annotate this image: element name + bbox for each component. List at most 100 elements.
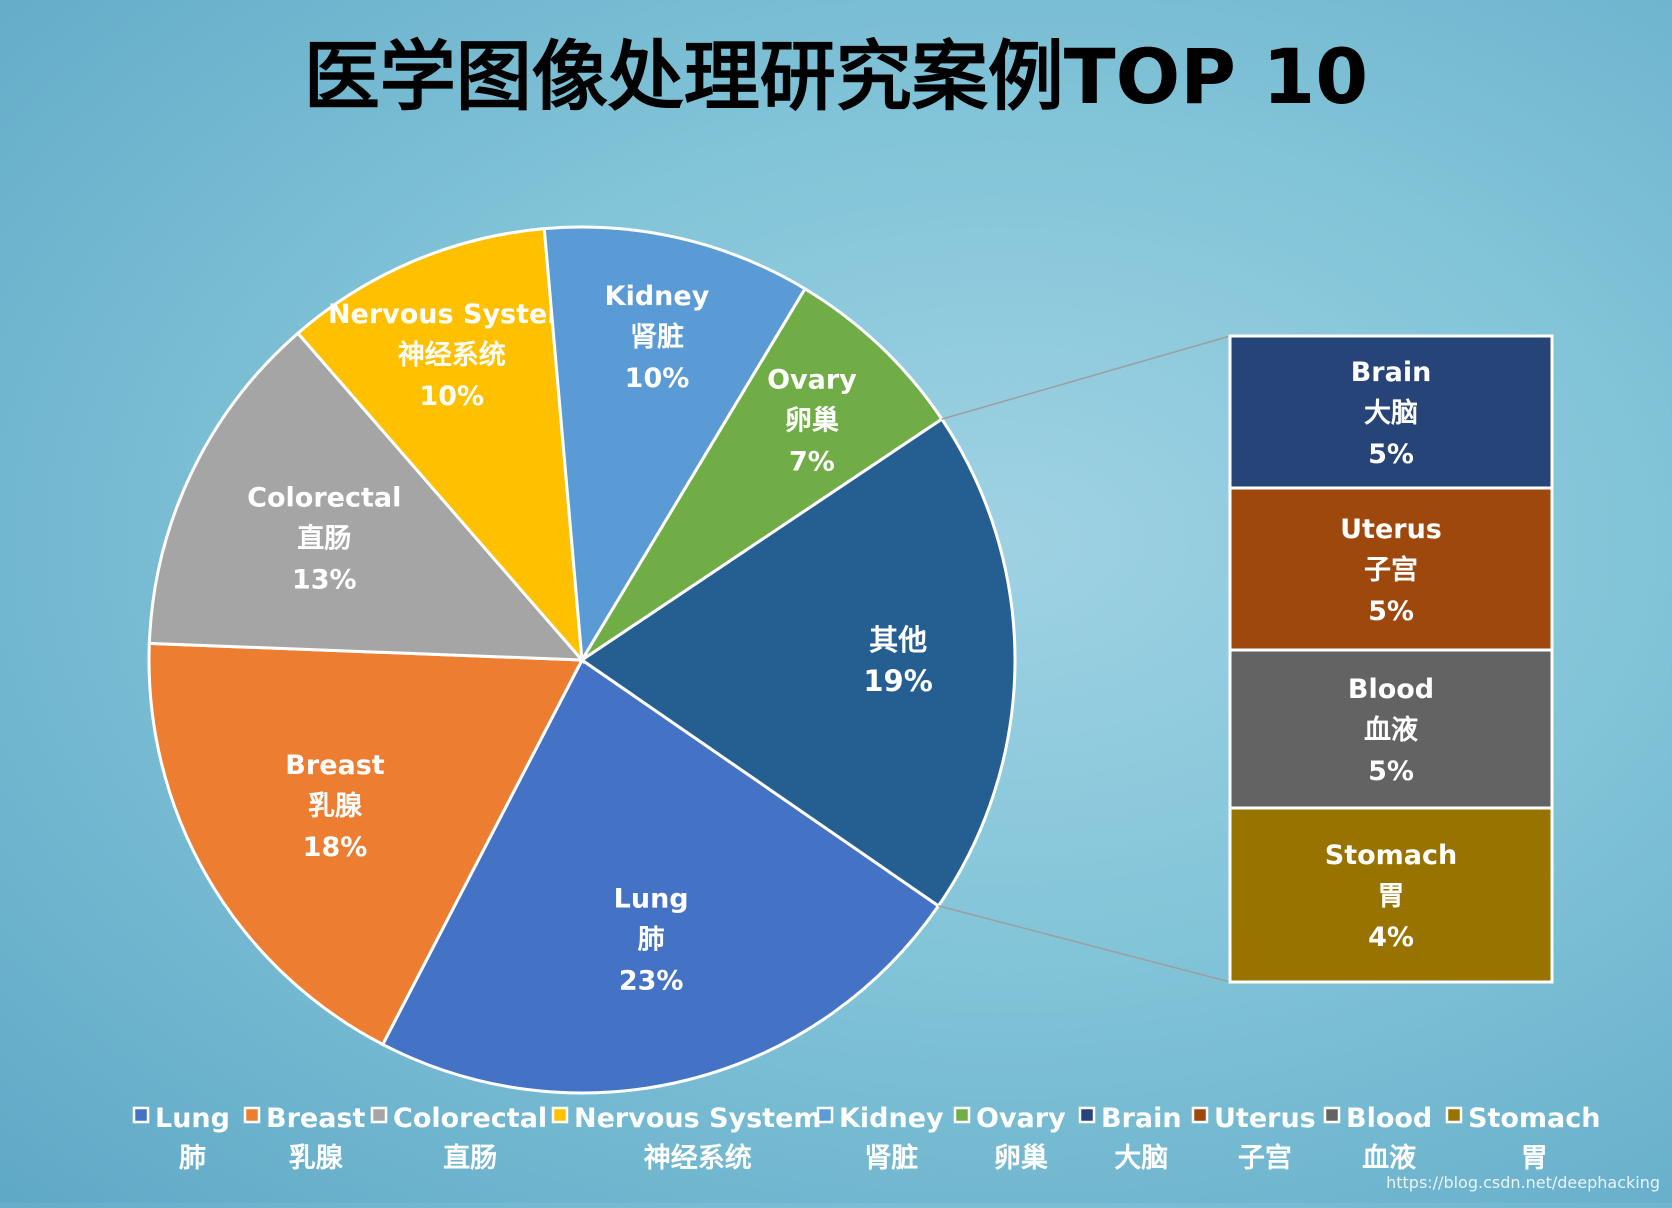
legend: Lung 肺 Breast 乳腺 Colorectal 直肠 Nervous System 神… <box>132 1103 1600 1174</box>
slice-label-ovary-line: Ovary <box>767 365 857 396</box>
bar-label-uterus-line: 子宫 <box>1364 554 1418 586</box>
legend-label-brain: Brain <box>1101 1103 1182 1134</box>
slice-label-ovary-line: 7% <box>789 447 835 478</box>
bar-label-brain-line: Brain <box>1351 357 1432 388</box>
legend-item-ovary: Ovary 卵巢 <box>953 1103 1066 1174</box>
legend-label-cn-breast: 乳腺 <box>289 1143 344 1174</box>
slice-label-nervous-system-line: 神经系统 <box>398 339 506 371</box>
legend-label-colorectal: Colorectal <box>393 1103 547 1134</box>
slice-label-nervous-system-line: Nervous System <box>328 299 576 330</box>
slice-label-lung-line: 23% <box>619 965 684 996</box>
slice-label-colorectal: Colorectal 直肠 13% <box>247 483 401 596</box>
slice-label-colorectal-line: Colorectal <box>247 483 401 514</box>
slice-label-colorectal-line: 13% <box>292 565 357 596</box>
legend-swatch-nervous-system <box>551 1106 569 1124</box>
bar-segment-stomach <box>1228 806 1554 984</box>
legend-item-kidney: Kidney 肾脏 <box>816 1103 944 1174</box>
bar-label-stomach-line: 胃 <box>1378 881 1405 912</box>
legend-label-ovary: Ovary <box>976 1103 1066 1134</box>
bar-segment-blood <box>1228 648 1554 810</box>
legend-label-cn-nervous-system: 神经系统 <box>644 1142 752 1174</box>
pie-slice-colorectal <box>147 331 586 662</box>
legend-label-cn-blood: 血液 <box>1362 1143 1416 1174</box>
chart-title: 医学图像处理研究案例TOP 10 <box>304 32 1368 121</box>
legend-swatch-blood <box>1323 1106 1341 1124</box>
legend-label-cn-colorectal: 直肠 <box>443 1143 497 1174</box>
legend-label-cn-stomach: 胃 <box>1521 1143 1548 1174</box>
pie-slice-ovary <box>580 286 944 662</box>
legend-label-stomach: Stomach <box>1468 1103 1600 1134</box>
slice-label-breast-line: 乳腺 <box>308 791 363 822</box>
slice-label-other-line: 19% <box>863 664 932 698</box>
watermark-text: https://blog.csdn.net/deephacking <box>1386 1173 1660 1192</box>
slice-label-nervous-system-line: 10% <box>419 381 484 412</box>
slice-label-lung: Lung 肺 23% <box>614 883 689 996</box>
legend-item-nervous-system: Nervous System 神经系统 <box>551 1103 822 1174</box>
legend-label-kidney: Kidney <box>839 1103 944 1134</box>
slice-label-ovary: Ovary 卵巢 7% <box>767 365 857 478</box>
connector-line-bottom <box>938 905 1231 983</box>
legend-label-cn-kidney: 肾脏 <box>864 1143 918 1174</box>
legend-swatch-breast <box>243 1106 261 1124</box>
legend-item-colorectal: Colorectal 直肠 <box>370 1103 547 1174</box>
legend-swatch-kidney <box>816 1106 834 1124</box>
slice-label-ovary-line: 卵巢 <box>785 406 839 437</box>
bar-label-blood-line: 血液 <box>1364 715 1418 746</box>
legend-item-uterus: Uterus 子宫 <box>1191 1103 1316 1174</box>
slice-label-kidney-line: 10% <box>625 363 690 394</box>
slice-label-kidney-line: Kidney <box>605 281 710 312</box>
legend-swatch-uterus <box>1191 1106 1209 1124</box>
bar-label-blood: Blood 血液 5% <box>1348 674 1434 787</box>
legend-swatch-ovary <box>953 1106 971 1124</box>
bar-label-brain-line: 5% <box>1368 439 1414 470</box>
slice-label-lung-line: 肺 <box>638 924 665 955</box>
slice-label-breast: Breast 乳腺 18% <box>285 750 384 863</box>
legend-item-stomach: Stomach 胃 <box>1445 1103 1600 1174</box>
bar-label-brain-line: 大脑 <box>1364 398 1418 429</box>
legend-label-cn-uterus: 子宫 <box>1238 1142 1292 1174</box>
legend-label-breast: Breast <box>266 1103 365 1134</box>
legend-swatch-lung <box>132 1106 150 1124</box>
bar-label-blood-line: 5% <box>1368 756 1414 787</box>
pie-slice-kidney <box>542 225 808 665</box>
bar-label-blood-line: Blood <box>1348 674 1434 705</box>
slice-label-nervous-system: Nervous System 神经系统 10% <box>328 299 576 412</box>
legend-label-cn-ovary: 卵巢 <box>994 1143 1048 1174</box>
legend-item-breast: Breast 乳腺 <box>243 1103 365 1174</box>
legend-swatch-brain <box>1078 1106 1096 1124</box>
legend-item-brain: Brain 大脑 <box>1078 1103 1182 1174</box>
pie-slice-lung <box>380 657 941 1095</box>
bar-label-stomach-line: Stomach <box>1325 840 1457 871</box>
legend-label-cn-brain: 大脑 <box>1114 1143 1168 1174</box>
bar-label-uterus: Uterus 子宫 5% <box>1340 514 1442 627</box>
legend-swatch-colorectal <box>370 1106 388 1124</box>
slice-label-lung-line: Lung <box>614 883 689 914</box>
legend-label-blood: Blood <box>1346 1103 1432 1134</box>
legend-label-uterus: Uterus <box>1214 1103 1316 1134</box>
bar-label-stomach-line: 4% <box>1368 922 1414 953</box>
slice-label-colorectal-line: 直肠 <box>297 524 351 555</box>
connector-lines <box>938 335 1231 983</box>
pie: Lung 肺 23% Breast 乳腺 18% Colorectal 直肠 13% Nervou… <box>147 225 1017 1095</box>
legend-label-nervous-system: Nervous System <box>574 1103 822 1134</box>
legend-swatch-stomach <box>1445 1106 1463 1124</box>
legend-label-lung: Lung <box>155 1103 230 1134</box>
slice-label-other: 其他 19% <box>863 623 932 698</box>
legend-label-cn-lung: 肺 <box>179 1143 206 1174</box>
bar-label-uterus-line: Uterus <box>1340 514 1442 545</box>
bar-segment-brain <box>1228 334 1554 490</box>
bar-label-brain: Brain 大脑 5% <box>1351 357 1432 470</box>
pie-slice-breast <box>147 641 585 1047</box>
bar-label-stomach: Stomach 胃 4% <box>1325 840 1457 953</box>
slice-label-other-line: 其他 <box>869 623 927 657</box>
connector-line-top <box>941 335 1231 420</box>
slice-label-kidney: Kidney 肾脏 10% <box>605 281 710 394</box>
legend-item-blood: Blood 血液 <box>1323 1103 1432 1174</box>
breakdown-bar: Brain 大脑 5% Uterus 子宫 5% Blood 血液 5% Stomach 胃 4% <box>1228 334 1554 984</box>
pie-slice-other <box>579 417 1017 908</box>
bar-label-uterus-line: 5% <box>1368 596 1414 627</box>
slice-label-kidney-line: 肾脏 <box>630 322 684 353</box>
pie-slice-nervous-system <box>295 227 584 665</box>
